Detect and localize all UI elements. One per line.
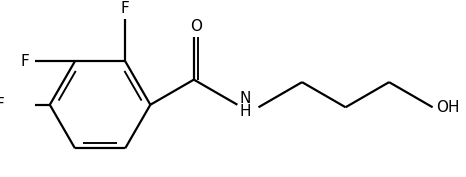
Text: F: F [0, 97, 5, 112]
Text: O: O [190, 19, 202, 34]
Text: F: F [121, 1, 130, 16]
Text: OH: OH [436, 100, 459, 115]
Text: F: F [21, 54, 30, 69]
Text: N
H: N H [240, 91, 251, 119]
